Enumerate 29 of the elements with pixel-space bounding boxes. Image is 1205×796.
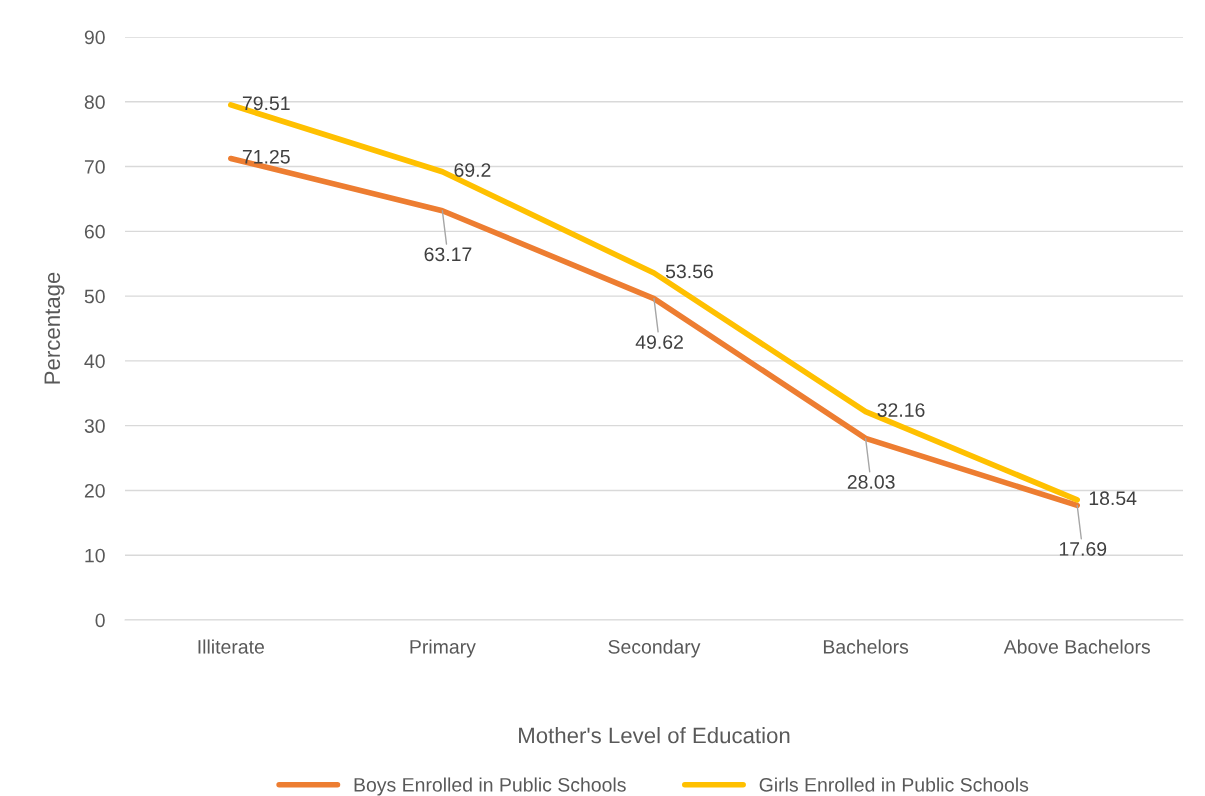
data-label: 32.16 xyxy=(877,403,925,417)
x-tick-label: Secondary xyxy=(608,639,701,658)
y-tick-label: 30 xyxy=(84,419,105,433)
x-tick-label: Bachelors xyxy=(823,639,909,654)
y-tick-label: 70 xyxy=(84,160,105,174)
y-tick-label: 0 xyxy=(95,613,105,628)
x-tick-label: Illiterate xyxy=(198,639,264,654)
x-tick-label: Primary xyxy=(410,639,476,658)
data-label: 49.62 xyxy=(635,335,683,349)
data-label: 17.69 xyxy=(1059,542,1107,556)
legend-label: Boys Enrolled in Public Schools xyxy=(354,777,626,796)
data-label: 71.25 xyxy=(242,149,290,164)
y-tick-label: 80 xyxy=(84,95,105,110)
y-tick-label: 50 xyxy=(84,289,105,304)
data-label: 79.51 xyxy=(242,96,290,111)
data-label: 53.56 xyxy=(665,264,713,279)
data-label: 63.17 xyxy=(424,247,472,262)
y-tick-label: 60 xyxy=(84,224,105,239)
data-label: 69.2 xyxy=(454,163,491,177)
x-tick-label: Above Bachelors xyxy=(1003,639,1150,654)
y-tick-label: 40 xyxy=(84,354,105,369)
y-axis-title: Percentage xyxy=(44,272,65,384)
data-label: 28.03 xyxy=(847,475,895,489)
x-axis-title: Mother's Level of Education xyxy=(519,727,790,744)
y-tick-label: 10 xyxy=(85,548,105,563)
data-label: 18.54 xyxy=(1089,491,1137,506)
y-tick-label: 20 xyxy=(84,483,105,498)
y-tick-label: 90 xyxy=(84,30,105,45)
legend-label: Girls Enrolled in Public Schools xyxy=(759,777,1029,792)
